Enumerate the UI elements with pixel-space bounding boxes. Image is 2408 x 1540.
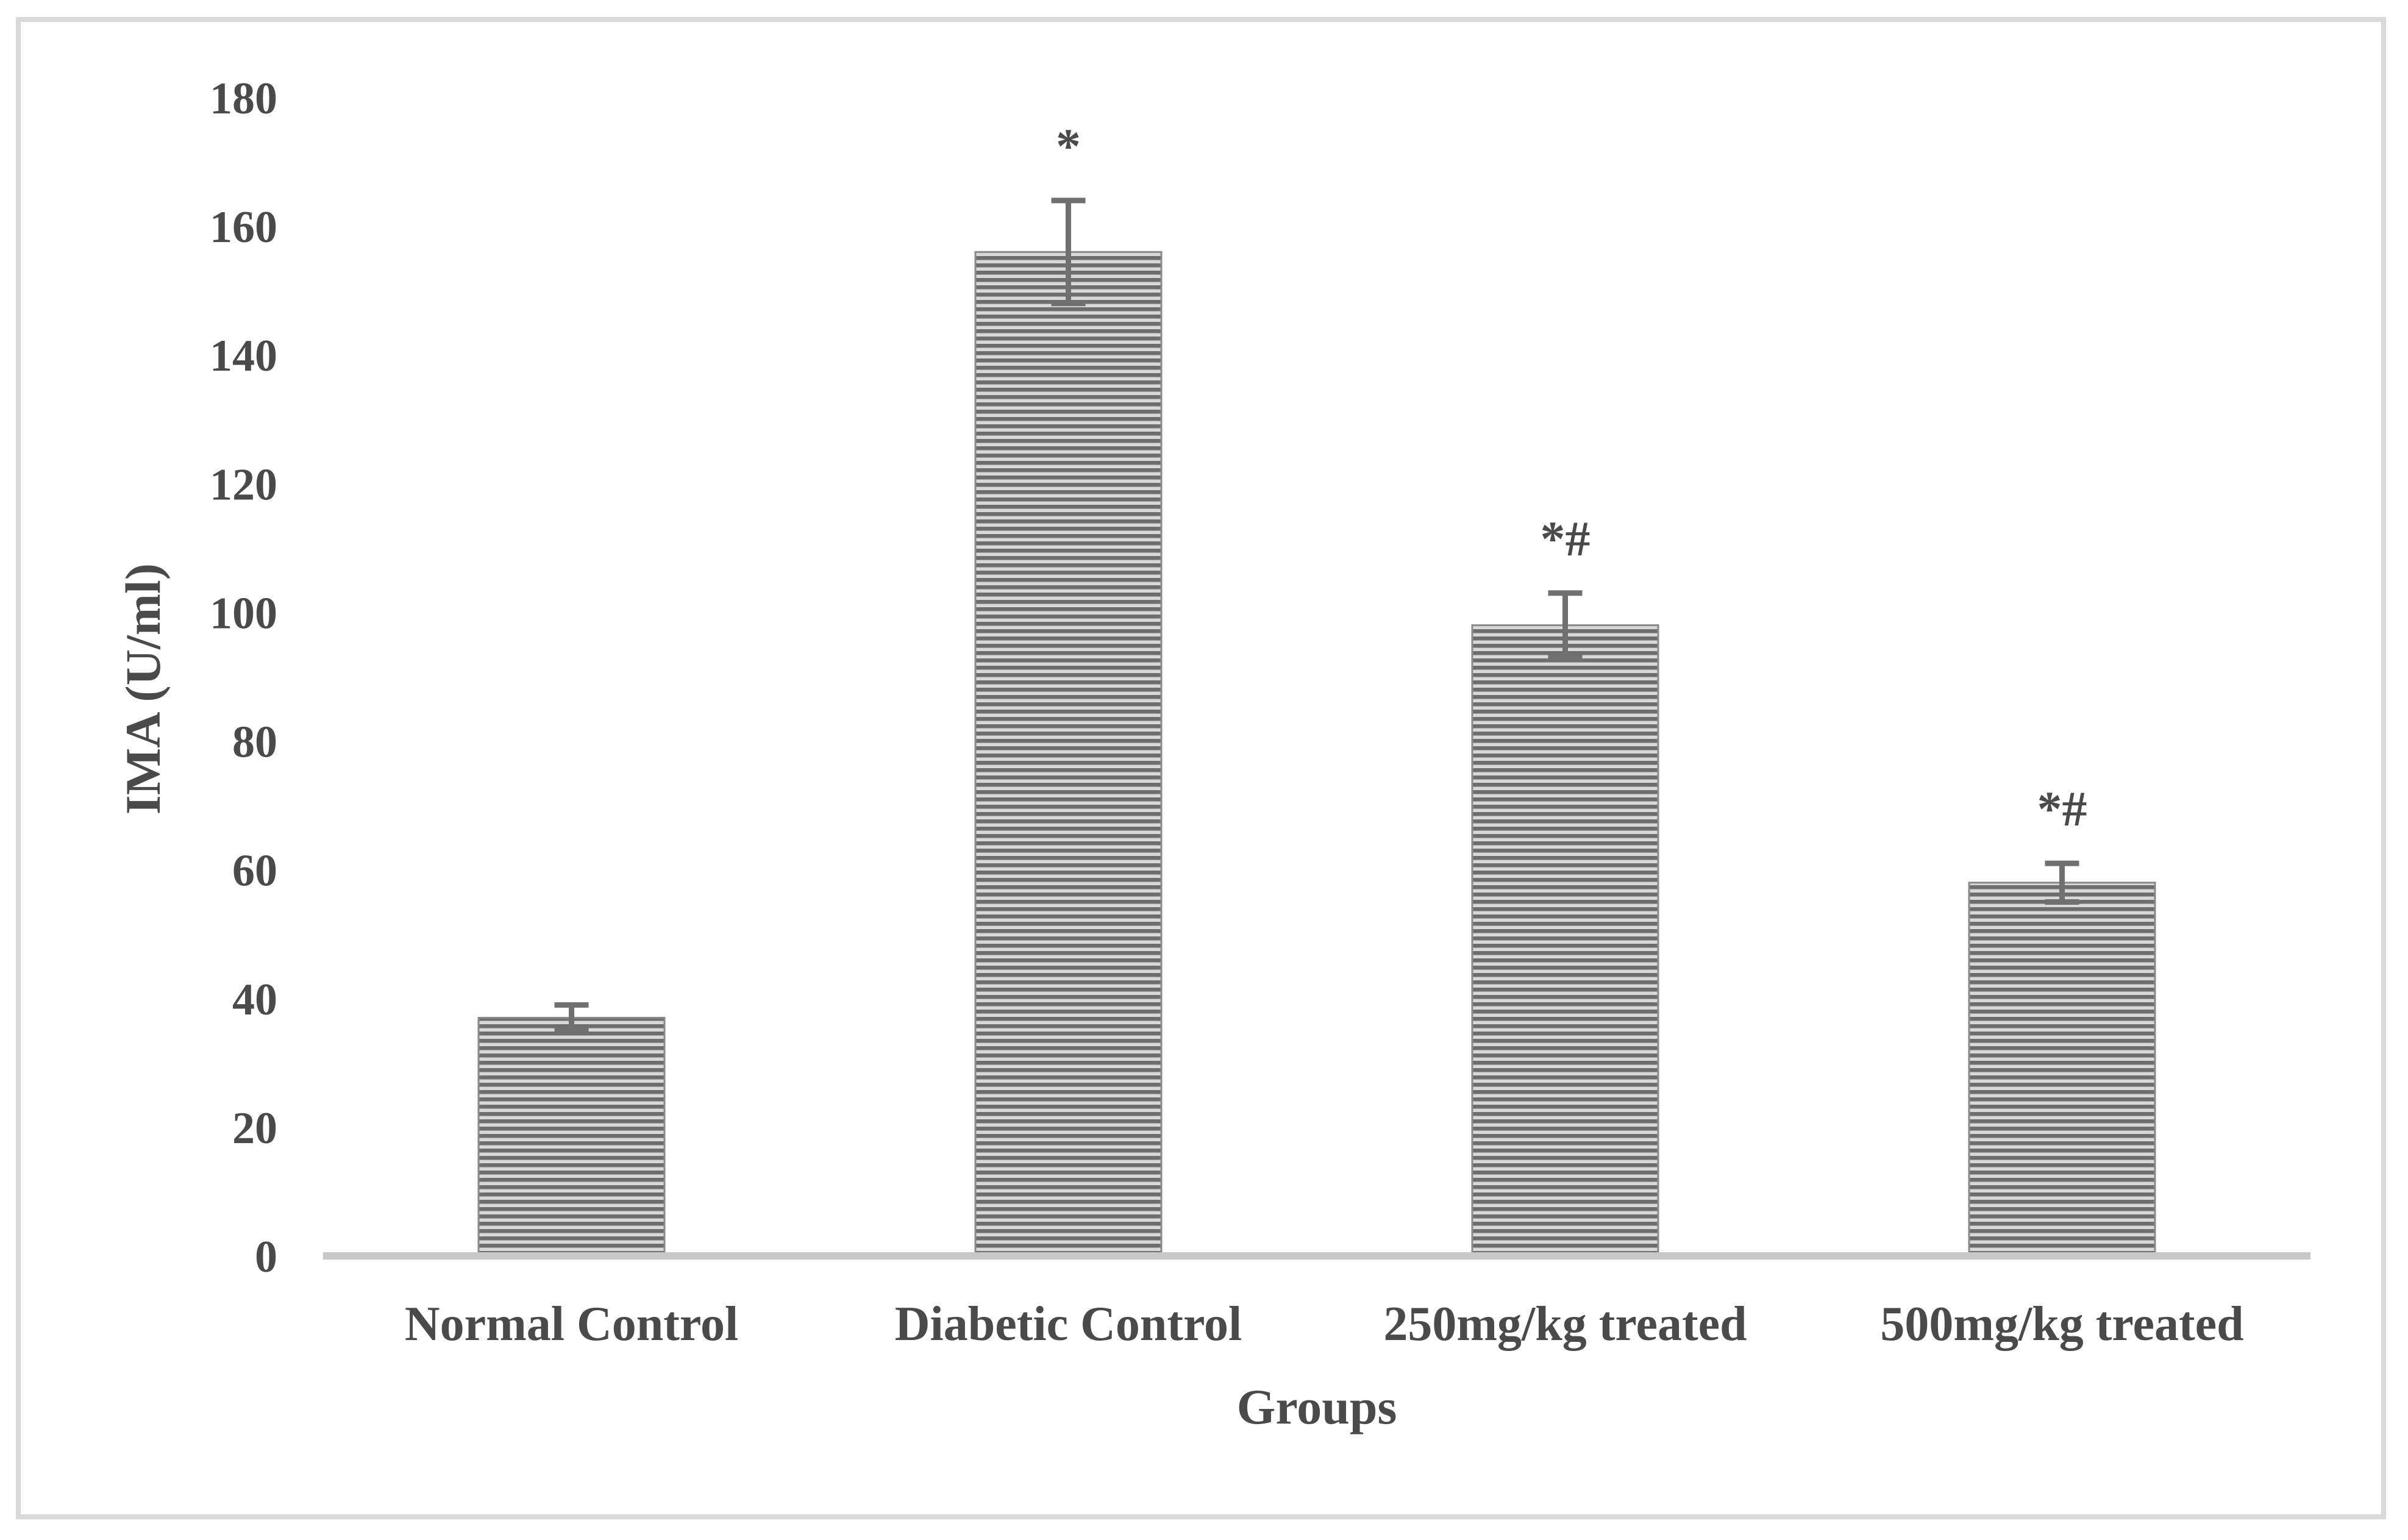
significance-annotation: * — [1056, 118, 1081, 174]
x-axis-title: Groups — [1237, 1379, 1397, 1435]
y-tick-label: 40 — [232, 975, 277, 1025]
y-tick-label: 100 — [210, 588, 277, 638]
bars — [477, 251, 2156, 1257]
x-tick-label: Diabetic Control — [895, 1297, 1242, 1351]
x-axis-tick-labels: Normal Control Diabetic Control 250mg/kg t… — [405, 1297, 2244, 1351]
y-tick-label: 20 — [232, 1103, 277, 1153]
error-bar — [554, 1002, 589, 1034]
y-tick-label: 80 — [232, 718, 277, 768]
y-tick-label: 0 — [255, 1232, 277, 1282]
significance-annotation: *# — [2037, 781, 2087, 836]
bar — [974, 251, 1163, 1257]
significance-annotation: *# — [1541, 511, 1590, 566]
bar — [1471, 624, 1659, 1257]
x-tick-label: Normal Control — [405, 1297, 738, 1351]
significance-annotations: * *# *# — [1056, 118, 2087, 836]
y-axis-title: IMA (U/ml) — [115, 563, 171, 815]
x-tick-label: 250mg/kg treated — [1383, 1297, 1747, 1351]
y-tick-label: 140 — [210, 331, 277, 381]
chart-border — [16, 17, 2386, 1519]
bar — [1968, 882, 2156, 1257]
x-tick-label: 500mg/kg treated — [1880, 1297, 2243, 1351]
y-tick-label: 160 — [210, 202, 277, 252]
error-bar — [2045, 860, 2079, 905]
y-axis-ticks: 0 20 40 60 80 100 120 140 160 180 — [210, 74, 277, 1282]
error-bars — [554, 198, 2079, 1034]
y-tick-label: 120 — [210, 460, 277, 510]
bar — [477, 1016, 666, 1257]
y-tick-label: 60 — [232, 846, 277, 896]
error-bar — [1051, 198, 1086, 307]
y-tick-label: 180 — [210, 74, 277, 124]
error-bar — [1548, 590, 1583, 660]
